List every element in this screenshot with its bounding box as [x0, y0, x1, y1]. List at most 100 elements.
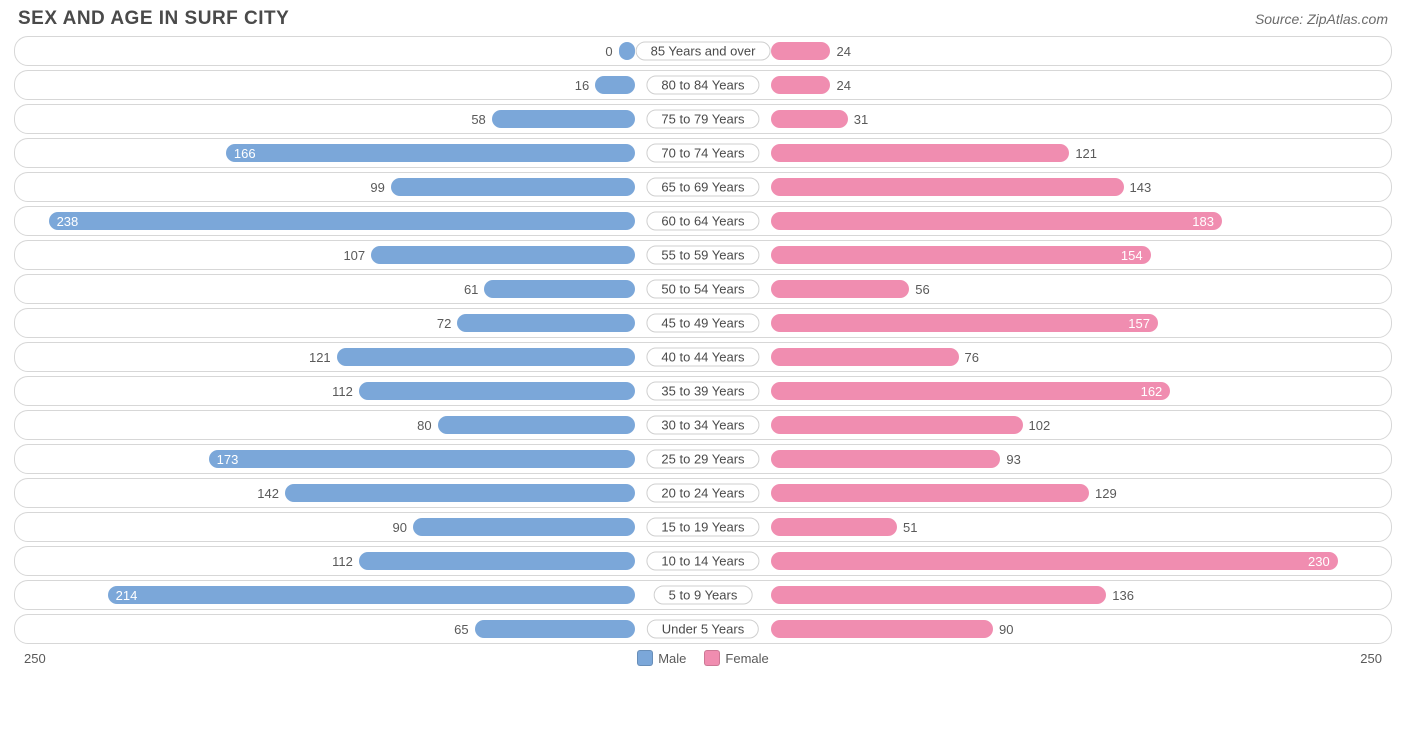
female-value: 24 [830, 78, 856, 93]
male-bar [475, 620, 635, 638]
chart-footer: 250 Male Female 250 [0, 648, 1406, 666]
age-group-label: 15 to 19 Years [646, 518, 759, 537]
age-group-label: 80 to 84 Years [646, 76, 759, 95]
male-value: 80 [411, 418, 437, 433]
male-bar [457, 314, 634, 332]
male-value: 238 [57, 214, 79, 229]
legend-swatch-icon [704, 650, 720, 666]
male-value: 214 [116, 588, 138, 603]
age-group-label: 75 to 79 Years [646, 110, 759, 129]
male-value: 72 [431, 316, 457, 331]
female-bar: 183 [771, 212, 1222, 230]
female-bar [771, 348, 958, 366]
chart-title: SEX AND AGE IN SURF CITY [18, 8, 289, 30]
male-bar [391, 178, 635, 196]
chart-row: 25 to 29 Years 173 93 [14, 444, 1392, 474]
male-bar: 166 [226, 144, 635, 162]
chart-header: SEX AND AGE IN SURF CITY Source: ZipAtla… [0, 0, 1406, 34]
male-bar: 214 [108, 586, 635, 604]
female-value: 51 [897, 520, 923, 535]
age-group-label: 10 to 14 Years [646, 552, 759, 571]
age-group-label: 20 to 24 Years [646, 484, 759, 503]
legend-label: Female [725, 651, 768, 666]
female-bar [771, 110, 847, 128]
chart-row: Under 5 Years 65 90 [14, 614, 1392, 644]
chart-row: 55 to 59 Years 107 154 [14, 240, 1392, 270]
chart-row: 60 to 64 Years 238 183 [14, 206, 1392, 236]
male-value: 121 [303, 350, 337, 365]
chart-row: 65 to 69 Years99143 [14, 172, 1392, 202]
female-bar: 162 [771, 382, 1170, 400]
female-bar [771, 178, 1123, 196]
male-bar [484, 280, 634, 298]
female-value: 102 [1023, 418, 1057, 433]
age-group-label: 65 to 69 Years [646, 178, 759, 197]
age-group-label: 5 to 9 Years [654, 586, 753, 605]
male-bar: 173 [209, 450, 635, 468]
female-value: 136 [1106, 588, 1140, 603]
male-bar [438, 416, 635, 434]
male-bar [595, 76, 634, 94]
male-value: 173 [217, 452, 239, 467]
male-value: 166 [234, 146, 256, 161]
legend-item: Male [637, 650, 686, 666]
legend-item: Female [704, 650, 768, 666]
legend-swatch-icon [637, 650, 653, 666]
female-bar: 157 [771, 314, 1158, 332]
age-group-label: 70 to 74 Years [646, 144, 759, 163]
female-value: 154 [1121, 248, 1143, 263]
axis-right-label: 250 [1360, 651, 1382, 666]
female-bar [771, 518, 897, 536]
male-bar [492, 110, 635, 128]
chart-row: 50 to 54 Years 61 56 [14, 274, 1392, 304]
male-bar [359, 382, 635, 400]
female-value: 56 [909, 282, 935, 297]
age-group-label: 25 to 29 Years [646, 450, 759, 469]
male-value: 65 [448, 622, 474, 637]
female-value: 121 [1069, 146, 1103, 161]
female-value: 157 [1128, 316, 1150, 331]
male-bar [359, 552, 635, 570]
age-group-label: Under 5 Years [647, 620, 759, 639]
female-bar [771, 76, 830, 94]
chart-row: 15 to 19 Years 90 51 [14, 512, 1392, 542]
male-value: 107 [337, 248, 371, 263]
male-bar: 238 [49, 212, 635, 230]
female-bar [771, 620, 993, 638]
female-value: 31 [848, 112, 874, 127]
female-value: 24 [830, 44, 856, 59]
male-bar [413, 518, 635, 536]
female-bar [771, 42, 830, 60]
chart-row: 80 to 84 Years 16 24 [14, 70, 1392, 100]
age-group-label: 60 to 64 Years [646, 212, 759, 231]
chart-row: 70 to 74 Years 166 121 [14, 138, 1392, 168]
age-group-label: 55 to 59 Years [646, 246, 759, 265]
male-value: 90 [387, 520, 413, 535]
female-bar [771, 416, 1022, 434]
female-bar [771, 450, 1000, 468]
male-value: 112 [326, 554, 359, 569]
chart-row: 85 Years and over024 [14, 36, 1392, 66]
axis-left-label: 250 [24, 651, 46, 666]
age-group-label: 45 to 49 Years [646, 314, 759, 333]
male-value: 16 [569, 78, 595, 93]
age-group-label: 50 to 54 Years [646, 280, 759, 299]
age-group-label: 40 to 44 Years [646, 348, 759, 367]
legend: Male Female [637, 650, 769, 666]
chart-row: 40 to 44 Years12176 [14, 342, 1392, 372]
chart-row: 75 to 79 Years5831 [14, 104, 1392, 134]
female-value: 90 [993, 622, 1019, 637]
male-value: 0 [599, 44, 618, 59]
legend-label: Male [658, 651, 686, 666]
female-bar [771, 144, 1069, 162]
female-value: 93 [1000, 452, 1026, 467]
female-value: 183 [1192, 214, 1214, 229]
male-value: 61 [458, 282, 484, 297]
male-bar [337, 348, 635, 366]
male-value: 142 [251, 486, 285, 501]
female-bar: 154 [771, 246, 1150, 264]
male-value: 99 [364, 180, 390, 195]
male-value: 112 [326, 384, 359, 399]
male-bar [371, 246, 634, 264]
chart-row: 5 to 9 Years 214 136 [14, 580, 1392, 610]
